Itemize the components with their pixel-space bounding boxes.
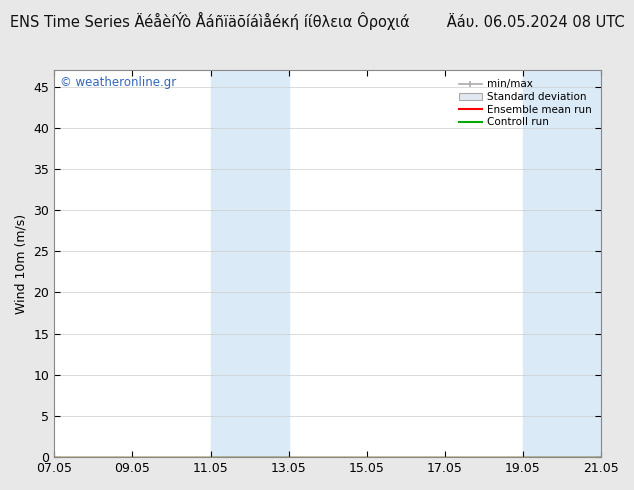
- Y-axis label: Wind 10m (m/s): Wind 10m (m/s): [15, 214, 28, 314]
- Text: © weatheronline.gr: © weatheronline.gr: [60, 76, 176, 89]
- Text: ENS Time Series ÄéåèíÝò Åáñïäõíáìåéκή íίθλεια Ôροχιά        Äáυ. 06.05.2024 08 U: ENS Time Series ÄéåèíÝò Åáñïäõíáìåéκή íί…: [10, 12, 624, 30]
- Bar: [523, 70, 601, 457]
- Legend: min/max, Standard deviation, Ensemble mean run, Controll run: min/max, Standard deviation, Ensemble me…: [455, 75, 596, 131]
- Bar: [210, 70, 288, 457]
